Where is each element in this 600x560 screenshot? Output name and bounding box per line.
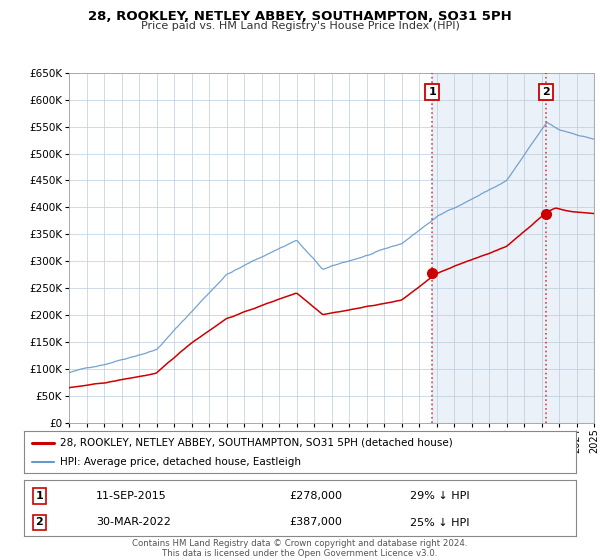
Text: 29% ↓ HPI: 29% ↓ HPI xyxy=(410,491,470,501)
Text: 2: 2 xyxy=(542,87,550,97)
Text: 30-MAR-2022: 30-MAR-2022 xyxy=(96,517,170,528)
Text: This data is licensed under the Open Government Licence v3.0.: This data is licensed under the Open Gov… xyxy=(163,549,437,558)
Text: Price paid vs. HM Land Registry's House Price Index (HPI): Price paid vs. HM Land Registry's House … xyxy=(140,21,460,31)
Text: 2: 2 xyxy=(35,517,43,528)
Text: Contains HM Land Registry data © Crown copyright and database right 2024.: Contains HM Land Registry data © Crown c… xyxy=(132,539,468,548)
Text: £278,000: £278,000 xyxy=(289,491,342,501)
Text: £387,000: £387,000 xyxy=(289,517,342,528)
Text: HPI: Average price, detached house, Eastleigh: HPI: Average price, detached house, East… xyxy=(60,457,301,467)
Text: 11-SEP-2015: 11-SEP-2015 xyxy=(96,491,167,501)
Text: 28, ROOKLEY, NETLEY ABBEY, SOUTHAMPTON, SO31 5PH (detached house): 28, ROOKLEY, NETLEY ABBEY, SOUTHAMPTON, … xyxy=(60,437,452,447)
Bar xyxy=(432,73,594,423)
Text: 25% ↓ HPI: 25% ↓ HPI xyxy=(410,517,470,528)
Text: 28, ROOKLEY, NETLEY ABBEY, SOUTHAMPTON, SO31 5PH: 28, ROOKLEY, NETLEY ABBEY, SOUTHAMPTON, … xyxy=(88,10,512,22)
Text: 1: 1 xyxy=(428,87,436,97)
Text: 1: 1 xyxy=(35,491,43,501)
